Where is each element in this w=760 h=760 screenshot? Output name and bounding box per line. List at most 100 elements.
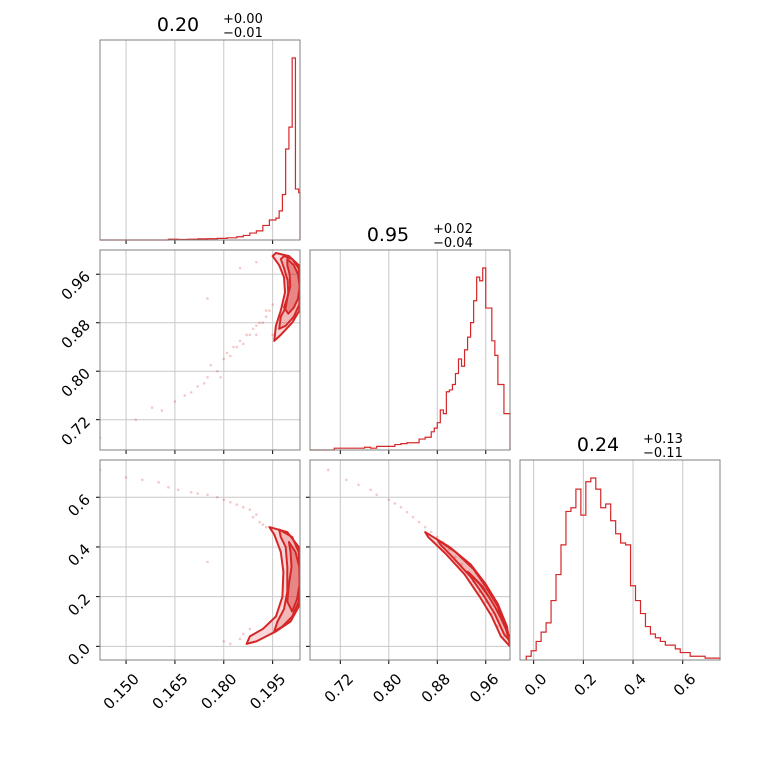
sample-point	[235, 345, 239, 349]
x-tick-label: 0.72	[321, 670, 357, 706]
sample-point	[242, 342, 245, 346]
y-tick-label: 0.6	[64, 491, 94, 521]
sample-point	[255, 260, 258, 264]
y-tick-label: 0.96	[58, 268, 94, 304]
sample-point	[271, 333, 274, 337]
sample-point	[393, 502, 397, 505]
sample-point	[326, 468, 330, 472]
axes-frame	[99, 39, 301, 241]
sample-point	[399, 505, 403, 509]
sample-point	[189, 391, 193, 394]
sample-point	[228, 500, 232, 504]
sample-point	[206, 297, 209, 300]
sample-point	[141, 478, 144, 482]
sample-point	[454, 555, 457, 559]
sample-point	[411, 515, 415, 519]
x-tick-label: 0.80	[369, 670, 405, 706]
sample-point	[242, 505, 245, 509]
sample-point	[215, 369, 219, 373]
contour-level-3	[424, 531, 510, 648]
sample-point	[238, 637, 242, 641]
sample-point	[435, 535, 439, 539]
sample-point	[238, 339, 242, 343]
axes-frame	[519, 459, 721, 661]
sample-point	[206, 493, 209, 497]
sample-point	[189, 490, 193, 494]
x-tick-label: 0.96	[466, 670, 502, 706]
y-tick-label: 0.2	[64, 590, 94, 620]
title-median: 0.95	[367, 224, 409, 246]
sample-point	[264, 315, 268, 318]
sample-point	[167, 486, 170, 489]
x-tick-label: 0.150	[100, 670, 143, 713]
title-plus-error: +0.13	[643, 432, 683, 447]
panel-contents	[100, 468, 300, 646]
x-tick-label: 0.0	[521, 670, 551, 700]
sample-point	[357, 483, 360, 487]
sample-point	[222, 357, 226, 361]
panel-contents	[326, 468, 510, 648]
pair-panel-1-3	[96, 459, 301, 664]
sample-point	[258, 520, 261, 524]
sample-point	[248, 508, 252, 511]
sample-point	[222, 640, 226, 643]
sample-point	[405, 510, 409, 514]
contour-level-1	[466, 570, 510, 640]
x-tick-label: 0.195	[246, 670, 289, 713]
hist-title-3: 0.24	[577, 434, 619, 456]
panel-contents	[100, 252, 300, 440]
sample-point	[375, 493, 378, 497]
sample-point	[238, 266, 242, 270]
sample-point	[261, 523, 265, 526]
sample-point	[222, 498, 226, 502]
axes-frame	[309, 249, 511, 451]
sample-point	[209, 363, 213, 367]
sample-point	[423, 525, 427, 529]
sample-point	[219, 375, 222, 379]
x-tick-label: 0.4	[620, 670, 650, 700]
axes-frame	[99, 459, 301, 661]
contour-level-2	[436, 538, 510, 643]
x-tick-label: 0.88	[418, 670, 454, 706]
sample-point	[242, 632, 245, 636]
axes-frame	[309, 459, 511, 661]
title-plus-error: +0.00	[223, 12, 263, 27]
x-tick-label: 0.180	[197, 670, 240, 713]
histogram-3	[525, 477, 721, 660]
y-tick-label: 0.80	[58, 364, 94, 400]
sample-point	[196, 385, 200, 388]
sample-point	[196, 492, 200, 495]
axes-frame	[99, 249, 301, 451]
sample-point	[264, 525, 268, 529]
sample-point	[251, 327, 255, 331]
sample-point	[268, 309, 271, 312]
sample-point	[417, 520, 421, 524]
sample-point	[215, 495, 219, 499]
sample-point	[202, 382, 206, 385]
sample-point	[248, 627, 252, 631]
sample-point	[228, 354, 232, 358]
sample-point	[160, 409, 164, 412]
contour-level-1	[286, 540, 300, 613]
sample-point	[134, 418, 138, 421]
sample-point	[245, 333, 248, 337]
pair-panel-1-2	[96, 249, 301, 454]
sample-point	[173, 400, 177, 403]
sample-point	[261, 321, 265, 325]
contour-level-1	[283, 258, 300, 315]
title-minus-error: −0.11	[643, 446, 683, 461]
pair-panel-2-3	[306, 459, 511, 664]
y-tick-label: 0.88	[58, 316, 94, 352]
sample-point	[225, 351, 229, 355]
sample-point	[255, 513, 258, 516]
x-tick-label: 0.6	[670, 670, 700, 700]
title-minus-error: −0.04	[433, 236, 473, 251]
sample-point	[124, 476, 128, 479]
sample-point	[345, 478, 348, 482]
x-tick-label: 0.2	[571, 670, 601, 700]
y-tick-label: 0.0	[64, 640, 94, 670]
title-median: 0.24	[577, 434, 619, 456]
hist-panel-2: 0.95 +0.02−0.04	[309, 222, 511, 454]
hist-title-2: 0.95	[367, 224, 409, 246]
